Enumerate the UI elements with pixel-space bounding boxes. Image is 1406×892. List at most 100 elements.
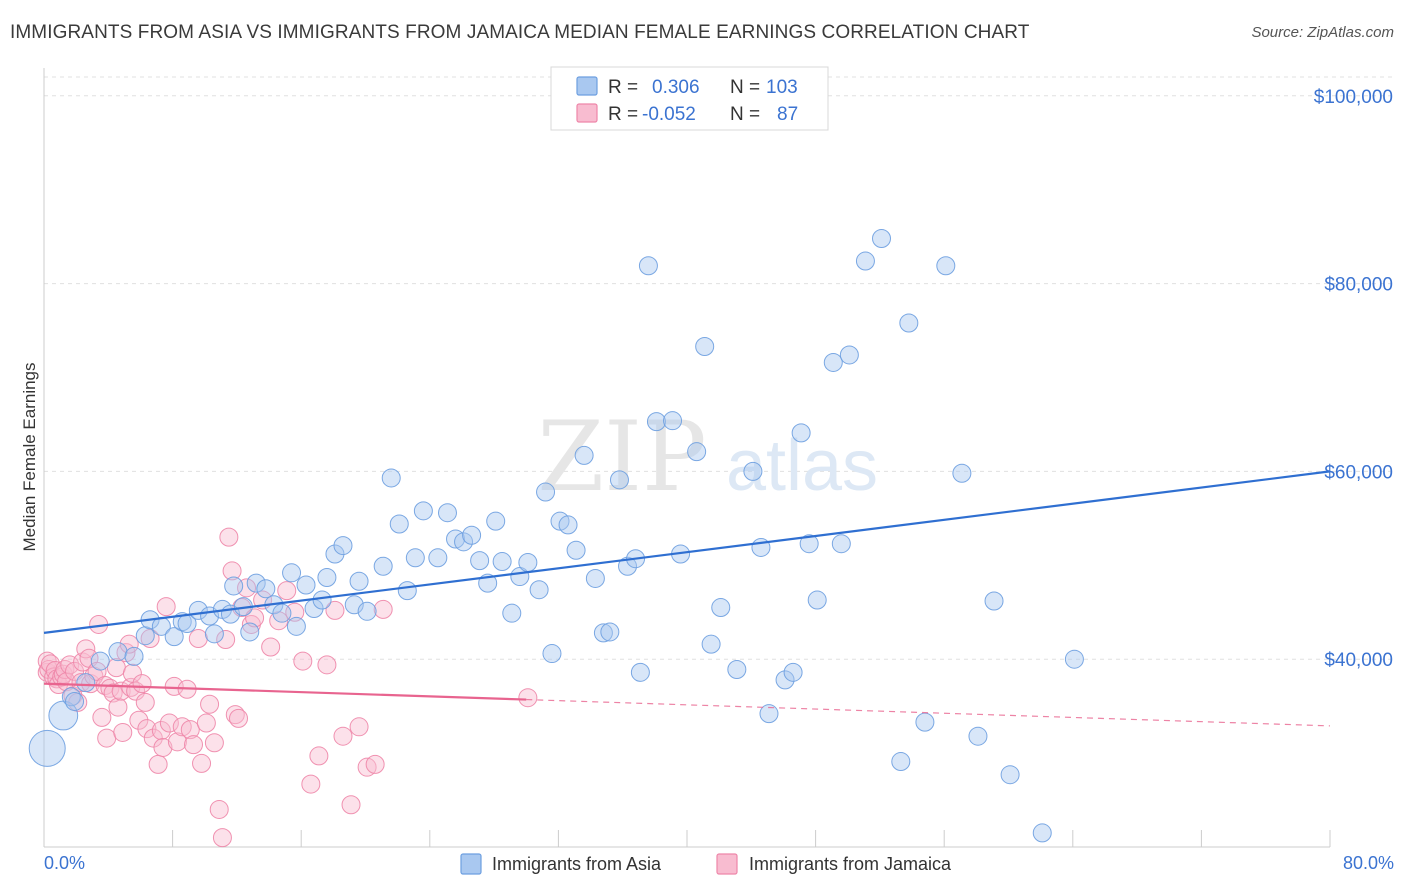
jamaica-point-80 — [325, 600, 345, 620]
jamaica-point-30 — [108, 697, 128, 717]
asia-point-82 — [783, 662, 803, 682]
axes — [43, 68, 1331, 848]
asia-point-36 — [357, 601, 377, 621]
asia-point-25 — [272, 603, 292, 623]
jamaica-point-70 — [245, 608, 265, 628]
jamaica-point-53 — [180, 720, 200, 740]
asia-point-64 — [600, 622, 620, 642]
asia-point-88 — [839, 345, 859, 365]
asia-point-7 — [124, 646, 144, 666]
jamaica-point-48 — [159, 713, 179, 733]
x-tick-labels: 0.0% 80.0% — [44, 853, 1394, 873]
asia-point-65 — [609, 470, 629, 490]
jamaica-point-50 — [167, 732, 187, 752]
jamaica-point-24 — [92, 707, 112, 727]
asia-point-77 — [727, 660, 747, 680]
asia-point-3 — [65, 691, 85, 711]
asia-point-84 — [799, 534, 819, 554]
legend-bottom-swatch-jamaica — [716, 853, 738, 875]
asia-point-75 — [701, 634, 721, 654]
x-tick-right: 80.0% — [1343, 853, 1394, 873]
watermark-atlas: atlas — [726, 426, 878, 506]
jamaica-point-38 — [129, 710, 149, 730]
jamaica-point-51 — [172, 717, 192, 737]
jamaica-point-63 — [219, 527, 239, 547]
legend-bottom-label-asia: Immigrants from Asia — [492, 854, 662, 874]
trend-line-jamaica — [43, 682, 527, 701]
asia-point-28 — [296, 575, 316, 595]
asia-point-60 — [566, 540, 586, 560]
jamaica-point-57 — [196, 713, 216, 733]
asia-point-52 — [502, 603, 522, 623]
jamaica-point-58 — [200, 694, 220, 714]
jamaica-point-34 — [119, 634, 139, 654]
y-tick-labels: $40,000 $60,000 $80,000 $100,000 — [1314, 87, 1393, 671]
correlation-legend: R = 0.306 N = 103 R = -0.052 N = 87 — [550, 66, 829, 131]
asia-point-8 — [135, 626, 155, 646]
legend-n-label-asia: N = — [730, 77, 760, 98]
asia-point-31 — [317, 568, 337, 587]
asia-point-50 — [486, 511, 506, 531]
jamaica-point-41 — [137, 719, 157, 739]
asia-point-47 — [462, 525, 482, 545]
asia-point-48 — [470, 551, 490, 571]
asia-point-66 — [618, 556, 638, 576]
grid-lines — [44, 76, 1393, 660]
watermark: ZIP atlas — [537, 401, 878, 513]
asia-point-11 — [164, 627, 184, 647]
asia-point-44 — [437, 503, 457, 523]
asia-point-74 — [695, 337, 715, 356]
asia-point-41 — [405, 548, 425, 568]
asia-point-81 — [775, 670, 795, 690]
legend-swatch-asia — [576, 76, 598, 96]
asia-point-56 — [536, 482, 556, 502]
jamaica-point-47 — [156, 597, 176, 617]
asia-point-99 — [1032, 823, 1052, 843]
asia-point-38 — [381, 468, 401, 488]
legend-r-label-jamaica: R = — [608, 104, 638, 125]
jamaica-point-78 — [309, 746, 329, 766]
asia-point-59 — [558, 515, 578, 535]
y-tick-label-2: $80,000 — [1324, 275, 1393, 296]
asia-point-32 — [325, 544, 345, 564]
asia-point-80 — [759, 704, 779, 724]
asia-point-57 — [542, 644, 562, 664]
jamaica-point-84 — [357, 757, 377, 777]
asia-point-22 — [246, 573, 266, 593]
jamaica-point-44 — [148, 754, 168, 774]
legend-n-label-jamaica: N = — [730, 104, 760, 125]
asia-point-86 — [823, 352, 843, 372]
jamaica-point-54 — [183, 735, 203, 755]
asia-point-35 — [349, 571, 369, 591]
asia-point-78 — [743, 461, 763, 481]
jamaica-point-59 — [204, 733, 224, 753]
asia-point-46 — [454, 532, 474, 552]
jamaica-point-74 — [277, 581, 297, 601]
jamaica-point-32 — [113, 722, 133, 742]
jamaica-point-85 — [365, 754, 385, 774]
asia-point-61 — [574, 445, 594, 465]
asia-point-42 — [413, 501, 433, 521]
asia-point-63 — [593, 623, 613, 643]
asia-point-43 — [428, 548, 448, 568]
asia-point-37 — [373, 556, 393, 576]
jamaica-point-72 — [261, 637, 281, 657]
jamaica-point-81 — [333, 726, 353, 746]
asia-point-26 — [282, 563, 302, 583]
asia-point-83 — [791, 423, 811, 443]
jamaica-point-62 — [216, 629, 236, 649]
jamaica-point-61 — [212, 828, 232, 848]
y-axis-title: Median Female Earnings — [20, 363, 39, 552]
jamaica-point-66 — [229, 708, 249, 728]
jamaica-point-56 — [192, 753, 212, 773]
asia-point-70 — [646, 412, 666, 432]
asia-point-71 — [663, 411, 683, 431]
legend-bottom-swatch-asia — [460, 853, 482, 875]
y-tick-label-0: $40,000 — [1324, 650, 1393, 671]
asia-point-69 — [638, 256, 658, 276]
asia-point-93 — [915, 712, 935, 732]
asia-point-0 — [28, 729, 66, 767]
asia-point-98 — [1000, 765, 1020, 785]
asia-point-87 — [831, 534, 851, 554]
